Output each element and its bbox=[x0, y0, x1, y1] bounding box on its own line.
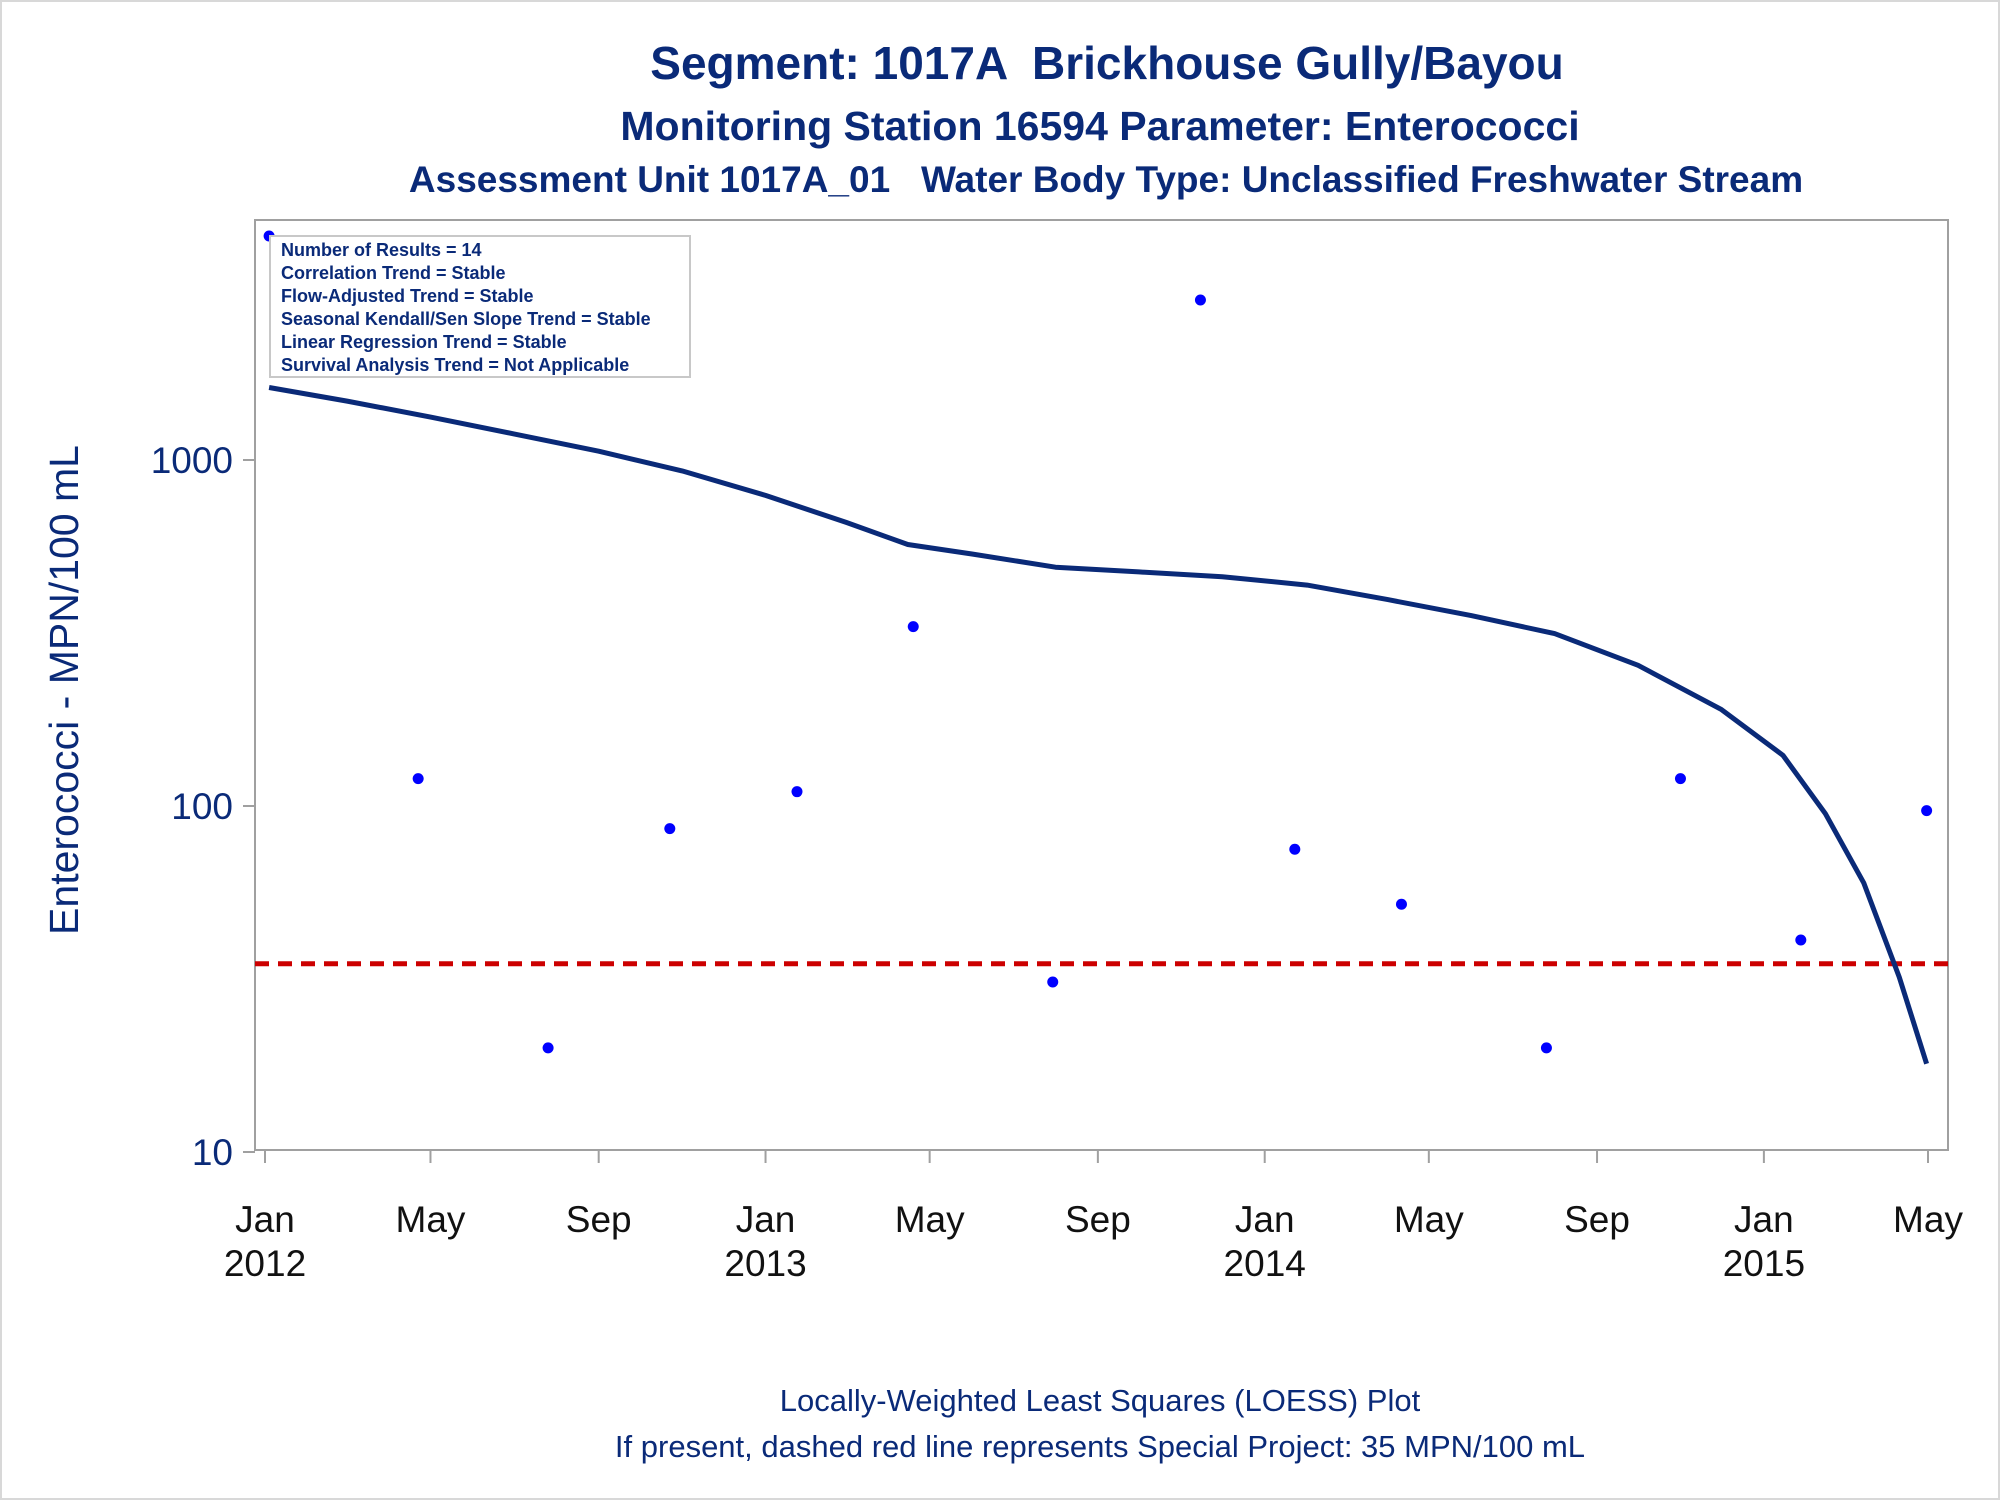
stats-legend-line: Correlation Trend = Stable bbox=[281, 263, 506, 283]
y-tick-label: 100 bbox=[171, 786, 233, 827]
stats-legend-line: Survival Analysis Trend = Not Applicable bbox=[281, 355, 629, 375]
x-tick-label: May bbox=[1893, 1199, 1963, 1240]
loess-curve-layer bbox=[268, 385, 1929, 1065]
x-tick-label: Jan bbox=[235, 1199, 295, 1240]
x-tick-year-label: 2014 bbox=[1224, 1243, 1306, 1284]
x-tick-label: Jan bbox=[1734, 1199, 1794, 1240]
data-point bbox=[1194, 294, 1206, 306]
data-point bbox=[1047, 976, 1059, 988]
x-tick-label: Sep bbox=[566, 1199, 632, 1240]
x-tick-year-label: 2013 bbox=[724, 1243, 806, 1284]
footnote-method: Locally-Weighted Least Squares (LOESS) P… bbox=[780, 1383, 1421, 1418]
chart-subtitle-2: Assessment Unit 1017A_01 Water Body Type… bbox=[409, 159, 1803, 200]
data-point bbox=[1540, 1042, 1552, 1054]
x-tick-label: Jan bbox=[1235, 1199, 1295, 1240]
x-tick-label: May bbox=[895, 1199, 965, 1240]
plot-area bbox=[254, 219, 1949, 1151]
data-point bbox=[1921, 805, 1933, 817]
data-point bbox=[1395, 898, 1407, 910]
data-point bbox=[1795, 934, 1807, 946]
x-tick-year-label: 2015 bbox=[1723, 1243, 1805, 1284]
data-point bbox=[664, 823, 676, 835]
x-tick-year-label: 2012 bbox=[224, 1243, 306, 1284]
stats-legend-box bbox=[269, 235, 691, 378]
y-tick-label: 1000 bbox=[151, 440, 233, 481]
chart-subtitle: Monitoring Station 16594 Parameter: Ente… bbox=[620, 103, 1579, 149]
stats-legend-line: Number of Results = 14 bbox=[281, 240, 482, 260]
y-tick-label: 10 bbox=[192, 1132, 233, 1173]
data-point bbox=[907, 621, 919, 633]
chart-title: Segment: 1017A Brickhouse Gully/Bayou bbox=[650, 37, 1563, 89]
x-tick-label: Sep bbox=[1564, 1199, 1630, 1240]
x-tick-label: May bbox=[1394, 1199, 1464, 1240]
stats-legend-line: Linear Regression Trend = Stable bbox=[281, 332, 567, 352]
data-point bbox=[791, 786, 803, 798]
data-point bbox=[542, 1042, 554, 1054]
stats-legend-line: Seasonal Kendall/Sen Slope Trend = Stabl… bbox=[281, 309, 651, 329]
x-tick-label: Sep bbox=[1065, 1199, 1131, 1240]
stats-legend-line: Flow-Adjusted Trend = Stable bbox=[281, 286, 534, 306]
data-point bbox=[1674, 773, 1686, 785]
data-point bbox=[1289, 843, 1301, 855]
x-tick-label: Jan bbox=[736, 1199, 796, 1240]
footnote-reference: If present, dashed red line represents S… bbox=[615, 1429, 1585, 1464]
y-axis: 10 100 1000 bbox=[151, 440, 255, 1173]
x-tick-label: May bbox=[396, 1199, 466, 1240]
stats-legend: Number of Results = 14 Correlation Trend… bbox=[269, 235, 691, 378]
y-axis-label: Enterococci - MPN/100 mL bbox=[41, 445, 87, 935]
loess-curve bbox=[268, 385, 1929, 1065]
data-point bbox=[412, 773, 424, 785]
